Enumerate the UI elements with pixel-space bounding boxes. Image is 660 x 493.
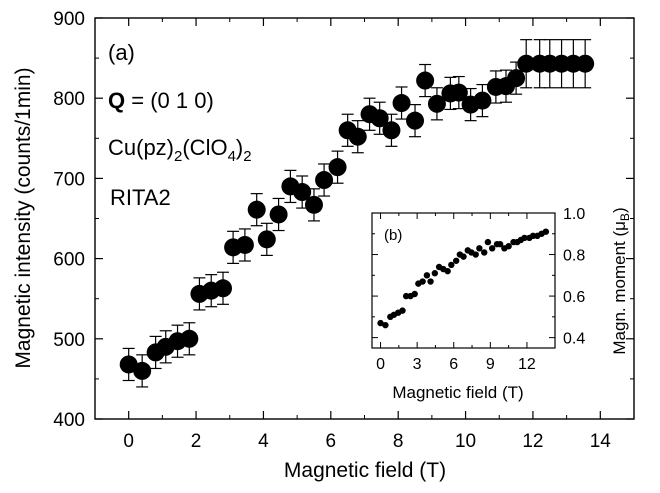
main-x-tick-label: 10 [455, 431, 476, 452]
data-point [449, 83, 468, 102]
inset-data-point [423, 272, 431, 279]
inset-x-tick-label: 12 [518, 356, 536, 373]
main-y-tick-label: 600 [53, 250, 85, 271]
data-point [304, 195, 323, 214]
data-point [180, 329, 199, 348]
data-point [235, 235, 254, 254]
data-point [406, 111, 425, 130]
inset-data-point [377, 319, 384, 327]
inset-data-point [431, 270, 439, 277]
inset-points [377, 228, 550, 329]
inset-y-axis-label: Magn. moment (μB) [610, 207, 632, 354]
data-point [416, 71, 435, 90]
main-y-tick-label: 400 [53, 410, 85, 431]
formula-sub-3: 2 [243, 148, 251, 165]
inset-axes: 0 3 6 9 12 0.4 0.6 0.8 1.0 [372, 206, 585, 373]
data-point [328, 158, 347, 177]
data-point [247, 200, 266, 219]
data-point [133, 361, 152, 380]
inset-y-tick-label: 0.4 [563, 331, 585, 348]
inset-data-point [521, 234, 528, 242]
q-bold-symbol: Q [108, 88, 125, 113]
inset-data-point [399, 307, 406, 314]
main-y-tick-label: 700 [53, 169, 85, 190]
formula-part-2: (ClO [182, 135, 227, 160]
main-x-tick-label: 12 [522, 431, 543, 452]
main-x-tick-label: 2 [191, 431, 202, 452]
inset-x-tick-label: 3 [413, 356, 422, 373]
inset-x-tick-label: 0 [376, 356, 385, 373]
data-point [392, 94, 411, 113]
main-x-tick-label: 4 [258, 431, 269, 452]
inset-data-point [382, 321, 389, 329]
inset-y-label-sub: B [618, 213, 632, 221]
inset-y-tick-label: 0.6 [563, 289, 585, 306]
data-point [473, 91, 492, 110]
inset-data-point [448, 261, 455, 269]
inset-y-tick-label: 1.0 [563, 206, 585, 223]
inset-data-point [505, 243, 512, 250]
data-point [576, 54, 595, 73]
data-point [348, 127, 367, 146]
main-x-tick-label: 14 [590, 431, 612, 452]
compound-formula: Cu(pz)2(ClO4)2 [108, 135, 252, 165]
formula-sub-1: 2 [174, 148, 182, 165]
inset-data-point [481, 249, 488, 256]
inset-y-tick-label: 0.8 [563, 248, 585, 265]
data-point [257, 230, 276, 249]
data-point [370, 109, 389, 128]
data-point [214, 279, 233, 298]
data-point [517, 54, 536, 73]
inset-x-axis-label: Magnetic field (T) [392, 383, 523, 402]
inset-x-tick-label: 6 [449, 356, 458, 373]
data-point [293, 183, 312, 202]
main-points [119, 54, 595, 380]
inset-data-point [427, 278, 434, 285]
main-y-axis-label: Magnetic intensity (counts/1min) [12, 67, 35, 368]
main-y-tick-label: 500 [53, 330, 85, 351]
panel-label-a: (a) [108, 40, 135, 65]
inset-data-point [488, 245, 496, 252]
main-x-tick-label: 8 [393, 431, 404, 452]
data-point [269, 205, 288, 224]
inset-y-label-main: Magn. moment (μ [610, 221, 629, 355]
inset-data-point [460, 253, 467, 260]
main-x-tick-label: 6 [326, 431, 337, 452]
instrument-label: RITA2 [110, 185, 171, 210]
data-point [427, 94, 446, 113]
main-y-tick-label: 900 [53, 9, 85, 30]
data-point [507, 69, 526, 88]
inset-data-point [484, 238, 492, 246]
inset-data-point [472, 251, 479, 258]
q-vector-annotation: Q = (0 1 0) [108, 88, 214, 113]
data-point [119, 355, 138, 374]
inset-data-point [542, 228, 550, 235]
data-point [382, 121, 401, 140]
main-x-tick-label: 0 [123, 431, 134, 452]
inset-data-point [419, 278, 426, 285]
inset-x-tick-label: 9 [486, 356, 495, 373]
inset-data-point [444, 267, 451, 275]
inset-data-point [452, 257, 460, 264]
q-value: = (0 1 0) [125, 88, 214, 113]
data-point [315, 171, 334, 190]
formula-sub-2: 4 [228, 148, 236, 165]
formula-part-3: ) [236, 135, 243, 160]
main-x-axis-label: Magnetic field (T) [284, 459, 446, 482]
inset-y-label-end: ) [610, 207, 629, 213]
inset-data-point [496, 240, 504, 248]
formula-part-1: Cu(pz) [108, 135, 174, 160]
inset-data-point [476, 245, 483, 252]
inset-data-point [411, 290, 418, 298]
main-y-tick-label: 800 [53, 89, 85, 110]
panel-label-b: (b) [384, 227, 402, 244]
